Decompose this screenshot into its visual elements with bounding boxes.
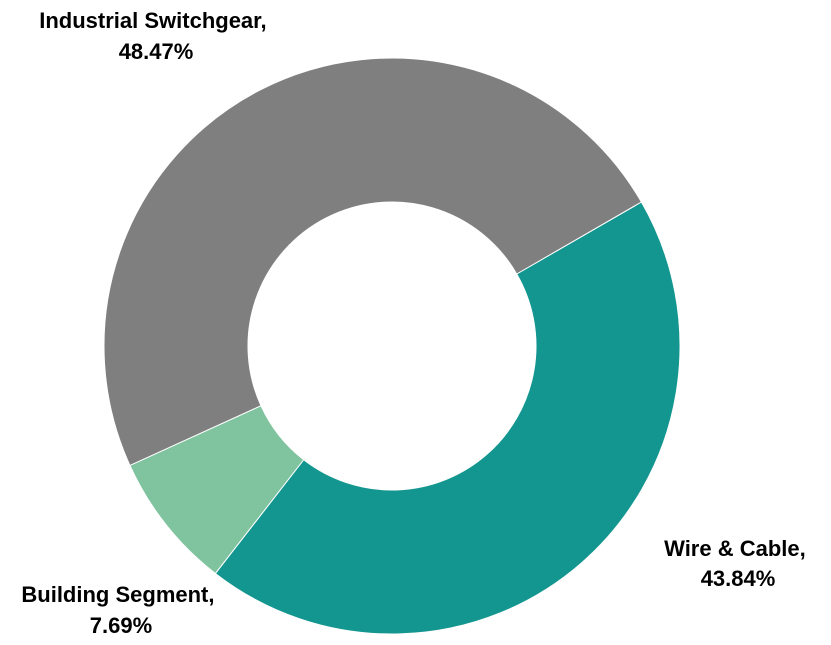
slice-value-industrial-switchgear: 48.47% (119, 39, 194, 64)
slice-label-industrial-switchgear: Industrial Switchgear, 48.47% (39, 8, 273, 64)
slice-label-building-segment: Building Segment, 7.69% (21, 582, 220, 638)
slice-name-industrial-switchgear: Industrial Switchgear, (39, 8, 266, 33)
slice-label-wire-cable: Wire & Cable, 43.84% (664, 536, 812, 591)
slices-layer (103, 57, 681, 635)
slice-name-wire-cable: Wire & Cable, (664, 536, 806, 561)
slice-name-building-segment: Building Segment, (21, 582, 214, 607)
slice-wire-cable (214, 201, 681, 635)
labels-layer: Wire & Cable, 43.84% Building Segment, 7… (21, 8, 812, 638)
slice-industrial-switchgear (103, 57, 643, 467)
slice-value-wire-cable: 43.84% (701, 566, 776, 591)
slice-value-building-segment: 7.69% (90, 613, 152, 638)
